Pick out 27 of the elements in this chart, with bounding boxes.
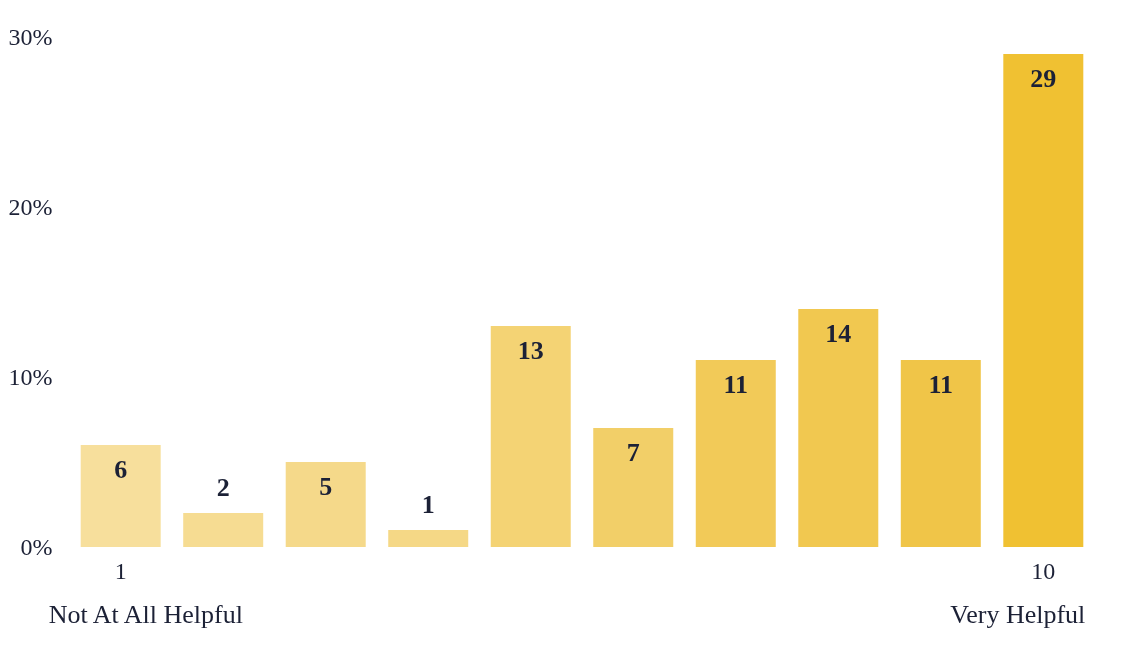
data-label: 2 — [216, 473, 230, 502]
text: Not At All Helpful — [48, 600, 243, 629]
bar — [388, 530, 469, 547]
data-label: 7 — [626, 438, 640, 467]
data-label: 1 — [421, 490, 435, 519]
data-label: 13 — [517, 336, 544, 365]
bar — [183, 513, 264, 547]
data-label: 6 — [114, 455, 128, 484]
bar — [1003, 54, 1084, 547]
bar — [798, 309, 879, 547]
bar — [695, 360, 776, 547]
bar — [900, 360, 981, 547]
data-label: 14 — [825, 319, 852, 348]
x-tick-label: 10 — [1031, 557, 1056, 584]
data-label: 11 — [928, 370, 954, 399]
text: Very Helpful — [950, 600, 1086, 629]
bar — [285, 462, 366, 547]
y-tick-label: 0% — [20, 533, 53, 560]
y-tick-label: 10% — [8, 363, 53, 390]
y-tick-label: 30% — [8, 23, 53, 50]
data-label: 11 — [723, 370, 749, 399]
bar — [593, 428, 674, 547]
bar — [80, 445, 161, 547]
data-label: 29 — [1030, 64, 1057, 93]
y-tick-label: 20% — [8, 193, 53, 220]
data-label: 5 — [319, 472, 333, 501]
bar — [490, 326, 571, 547]
